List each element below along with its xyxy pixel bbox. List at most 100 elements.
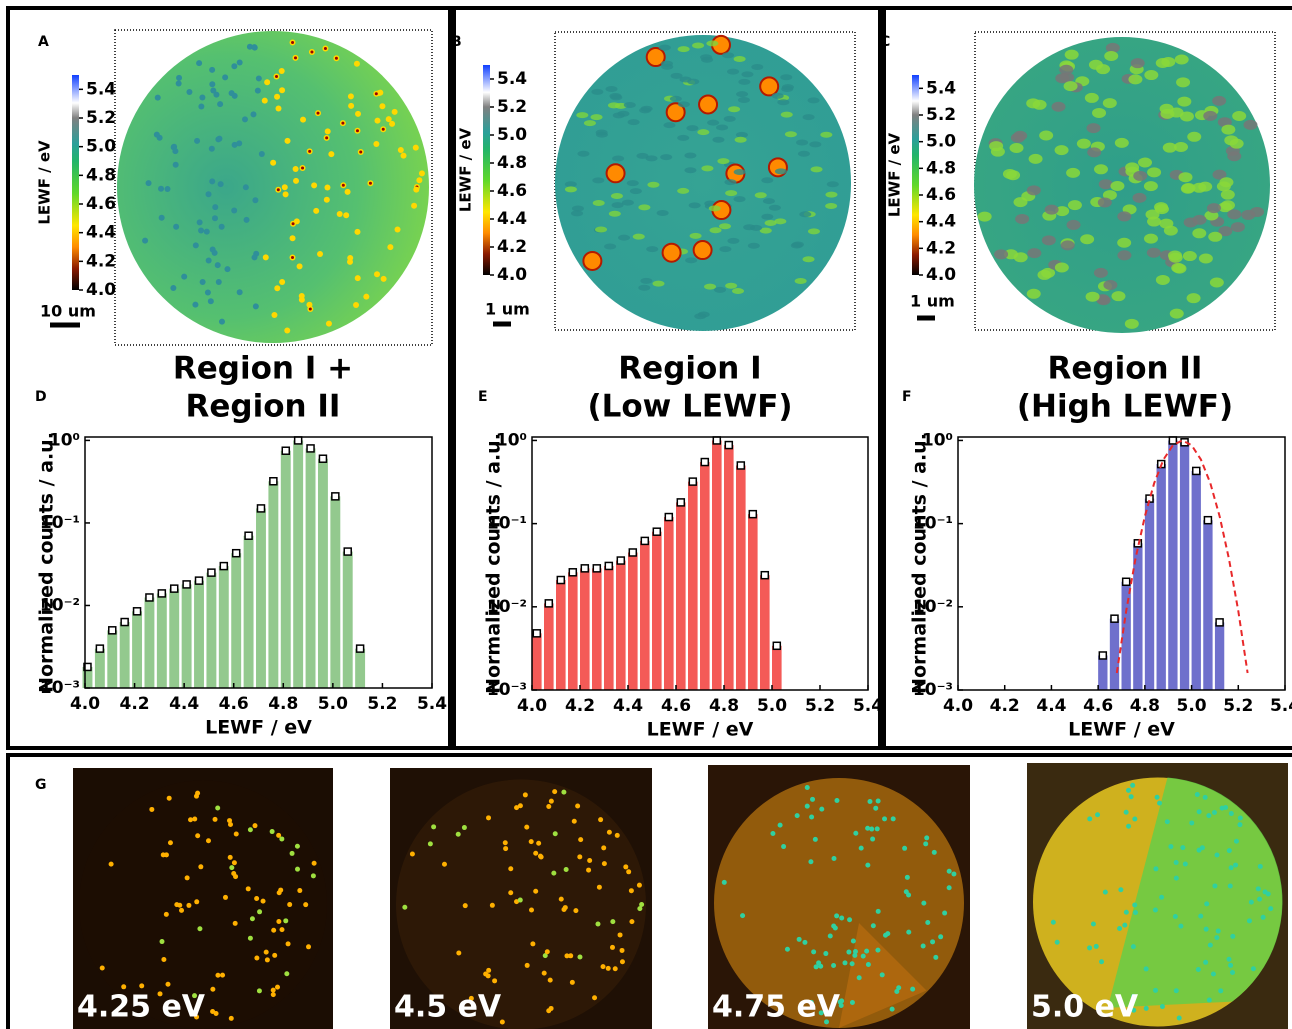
energy-map-spot xyxy=(483,971,489,977)
map-spot xyxy=(154,94,161,101)
colorbar-tick-label: 4.6 xyxy=(497,181,527,201)
map-spot xyxy=(1208,231,1223,242)
energy-map-spot xyxy=(875,947,881,953)
map-spot xyxy=(1084,92,1099,103)
energy-map-spot xyxy=(837,999,843,1005)
map-spot xyxy=(1144,70,1159,81)
map-spot xyxy=(289,235,296,242)
map-spot xyxy=(1006,170,1021,181)
energy-map-spot xyxy=(875,908,881,914)
map-spot xyxy=(723,115,736,122)
bar-marker xyxy=(1121,577,1131,587)
energy-map-spot xyxy=(852,952,858,958)
map-spot xyxy=(700,54,713,61)
map-spot xyxy=(807,97,820,104)
energy-map-spot xyxy=(864,948,870,954)
map-spot xyxy=(275,75,279,79)
map-spot xyxy=(368,181,372,185)
energy-map-spot xyxy=(524,962,530,968)
energy-map-spot xyxy=(1226,848,1232,854)
map-image xyxy=(117,31,429,343)
map-spot xyxy=(1241,209,1256,220)
energy-map-spot xyxy=(894,989,900,995)
bar xyxy=(760,575,770,690)
energy-map-spot xyxy=(563,866,569,872)
map-spot xyxy=(612,155,625,162)
bar xyxy=(748,514,758,690)
map-spot xyxy=(810,166,823,173)
map-spot xyxy=(799,211,812,218)
map-spot xyxy=(218,318,225,325)
map-spot xyxy=(738,78,751,85)
map-spot xyxy=(1060,240,1075,251)
map-spot xyxy=(1187,131,1202,142)
map-spot xyxy=(692,240,713,261)
chart-title: Region II xyxy=(1048,351,1203,387)
map-spot xyxy=(1086,123,1101,134)
map-spot xyxy=(261,97,268,104)
map-spot xyxy=(278,68,285,75)
energy-map-spot xyxy=(1054,939,1060,945)
bar-marker xyxy=(182,580,191,589)
map-spot xyxy=(308,149,312,153)
map-spot xyxy=(636,152,649,159)
bar xyxy=(94,648,105,688)
map-spot xyxy=(1080,234,1095,245)
energy-map-spot xyxy=(284,971,290,977)
map-spot xyxy=(217,101,224,108)
map-spot xyxy=(1179,111,1194,122)
map-spot xyxy=(1055,206,1070,217)
energy-map-spot xyxy=(804,785,810,791)
map-spot xyxy=(761,177,774,184)
x-axis-label: LEWF / eV xyxy=(647,719,754,741)
energy-map-spot xyxy=(1204,901,1210,907)
bar xyxy=(231,553,242,688)
map-spot xyxy=(656,210,669,217)
energy-map-spot xyxy=(149,806,155,812)
map-spot xyxy=(1220,200,1235,211)
energy-map-spot xyxy=(1248,899,1254,905)
energy-map-spot xyxy=(568,953,574,959)
x-tick-label: 4.2 xyxy=(120,694,150,714)
map-spot xyxy=(394,226,401,233)
energy-map-spot xyxy=(847,917,853,923)
energy-map-spot xyxy=(544,949,550,955)
energy-map-spot xyxy=(108,861,114,867)
energy-map-spot xyxy=(517,803,523,809)
energy-map-spot xyxy=(492,978,498,984)
map-spot xyxy=(1037,269,1052,280)
energy-map-spot xyxy=(283,918,289,924)
energy-map-spot xyxy=(721,879,727,885)
energy-map-spot xyxy=(1131,993,1137,999)
energy-map-spot xyxy=(166,795,172,801)
energy-map-spot xyxy=(626,869,632,875)
energy-map-spot xyxy=(1099,959,1105,965)
x-tick-label: 5.2 xyxy=(1223,696,1253,716)
energy-map-spot xyxy=(824,1019,830,1025)
map-spot xyxy=(1039,130,1054,141)
map-spot xyxy=(258,151,265,158)
map-spot xyxy=(722,52,735,59)
energy-map-spot xyxy=(1226,956,1232,962)
energy-map-spot xyxy=(946,885,952,891)
map-spot xyxy=(768,204,781,211)
energy-map-spot xyxy=(547,977,553,983)
y-tick-label: 10⁻² xyxy=(913,597,953,617)
panel-frame xyxy=(6,753,1292,1029)
energy-map-spot xyxy=(811,949,817,955)
energy-map-spot xyxy=(1260,914,1266,920)
energy-map-spot xyxy=(569,979,575,985)
map-spot xyxy=(397,147,404,154)
map-spot xyxy=(1203,110,1218,121)
map-spot xyxy=(231,141,238,148)
energy-map-spot xyxy=(1196,809,1202,815)
energy-map-spot xyxy=(577,954,583,960)
energy-map-spot xyxy=(910,986,916,992)
map-spot xyxy=(186,89,193,96)
map-spot xyxy=(605,85,618,92)
energy-map-spot xyxy=(571,818,577,824)
bar xyxy=(132,611,143,688)
map-spot xyxy=(1114,137,1129,148)
energy-map-spot xyxy=(231,860,237,866)
energy-map-spot xyxy=(1095,812,1101,818)
